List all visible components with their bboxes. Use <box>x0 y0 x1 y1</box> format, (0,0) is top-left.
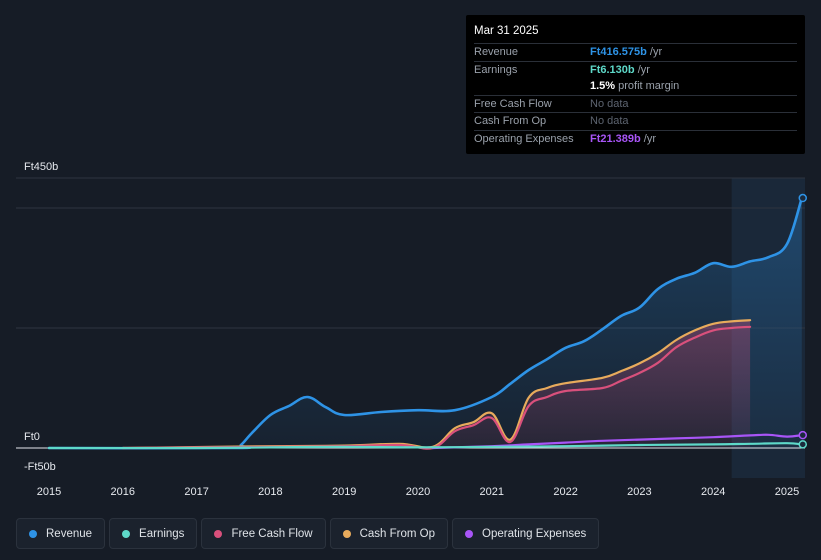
data-tooltip: Mar 31 2025 Revenue Ft416.575b /yr Earning… <box>466 15 805 154</box>
x-tick-label: 2025 <box>775 486 799 498</box>
x-tick-label: 2021 <box>480 486 504 498</box>
tooltip-row-value: No data <box>590 97 629 110</box>
tooltip-row-label: Free Cash Flow <box>474 97 552 110</box>
tooltip-row: Operating Expenses Ft21.389b /yr <box>474 129 797 148</box>
tooltip-row: Cash From Op No data <box>474 112 797 130</box>
tooltip-date: Mar 31 2025 <box>474 25 539 37</box>
tooltip-row-value: Ft6.130b /yr <box>590 63 650 76</box>
y-tick-label: Ft0 <box>24 431 40 443</box>
line-earnings <box>47 442 803 450</box>
series-areas <box>49 198 802 449</box>
legend-dot-icon <box>122 529 131 538</box>
endpoint-earnings <box>798 440 808 449</box>
y-tick-label: -Ft50b <box>24 461 56 473</box>
x-tick-label: 2024 <box>701 486 725 498</box>
x-tick-label: 2022 <box>553 486 577 498</box>
series-endpoints <box>798 193 808 449</box>
legend-label: Cash From Op <box>359 527 436 540</box>
line-fcf <box>121 325 752 450</box>
tooltip-row-label: Earnings <box>474 63 518 76</box>
x-axis-tick-labels: 2015 2016 2017 2018 2019 2020 2021 2022 2023 2024… <box>37 486 799 498</box>
tooltip-row: 1.5% profit margin <box>474 78 797 95</box>
series-lines <box>47 196 804 450</box>
x-tick-label: 2018 <box>258 486 282 498</box>
x-tick-label: 2015 <box>37 486 61 498</box>
legend-item-opex[interactable]: Operating Expenses <box>452 518 600 549</box>
y-axis-tick-labels: Ft450b Ft0 -Ft50b <box>24 161 58 473</box>
legend-label: Earnings <box>139 527 185 540</box>
tooltip-row-value: Ft21.389b /yr <box>590 132 657 145</box>
legend-item-cfo[interactable]: Cash From Op <box>329 518 449 549</box>
legend-dot-icon <box>29 529 37 538</box>
legend-item-fcf[interactable]: Free Cash Flow <box>201 518 326 549</box>
tooltip-row-value: No data <box>590 115 629 128</box>
x-tick-label: 2016 <box>111 486 135 498</box>
tooltip-row-label: Revenue <box>474 46 519 59</box>
x-tick-label: 2019 <box>332 486 356 498</box>
legend-item-earnings[interactable]: Earnings <box>109 518 198 549</box>
x-tick-label: 2023 <box>627 486 651 498</box>
tooltip-row-label: Cash From Op <box>474 115 547 128</box>
tooltip-row-value: Ft416.575b /yr <box>590 46 663 59</box>
legend-dot-icon <box>465 529 474 538</box>
legend-label: Revenue <box>46 527 93 540</box>
x-tick-label: 2020 <box>406 486 430 498</box>
legend-dot-icon <box>342 529 351 538</box>
tooltip-row: Revenue Ft416.575b /yr <box>474 43 797 61</box>
line-revenue <box>47 196 804 450</box>
y-tick-label: Ft450b <box>24 161 58 173</box>
tooltip-row: Earnings Ft6.130b /yr <box>474 60 797 79</box>
line-opex <box>431 433 803 450</box>
endpoint-revenue <box>798 193 808 203</box>
x-tick-label: 2017 <box>184 486 208 498</box>
tooltip-row: Free Cash Flow No data <box>474 94 797 113</box>
legend-item-revenue[interactable]: Revenue <box>16 518 106 549</box>
tooltip-row-label: Operating Expenses <box>474 132 574 145</box>
area-cfo <box>122 320 751 448</box>
line-cfo <box>121 319 752 450</box>
legend-label: Operating Expenses <box>482 527 587 540</box>
legend-dot-icon <box>214 529 223 538</box>
legend-label: Free Cash Flow <box>231 527 313 540</box>
tooltip-row-value: 1.5% profit margin <box>590 80 680 93</box>
endpoint-opex <box>798 430 808 440</box>
chart-legend: Revenue Earnings Free Cash Flow Cash From O… <box>16 518 600 549</box>
